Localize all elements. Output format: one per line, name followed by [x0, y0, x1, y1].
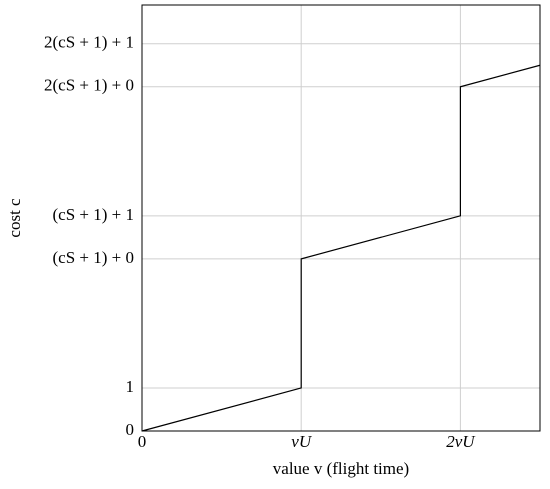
- y-tick-label: 2(cS + 1) + 1: [44, 33, 134, 52]
- plot-frame: [141, 4, 541, 432]
- x-tick-label: vU: [291, 432, 313, 451]
- y-tick-label: (cS + 1) + 0: [53, 248, 135, 267]
- line: [141, 64, 541, 432]
- y-tick-label: 2(cS + 1) + 0: [44, 76, 134, 95]
- y-tick-label: 1: [126, 377, 135, 396]
- y-tick-label: 0: [126, 420, 135, 439]
- y-tick-label: (cS + 1) + 1: [53, 205, 135, 224]
- x-axis-label: value v (flight time): [273, 459, 409, 478]
- y-axis-label: cost c: [5, 198, 24, 238]
- x-tick-label: 0: [138, 432, 147, 451]
- x-tick-label: 2vU: [446, 432, 476, 451]
